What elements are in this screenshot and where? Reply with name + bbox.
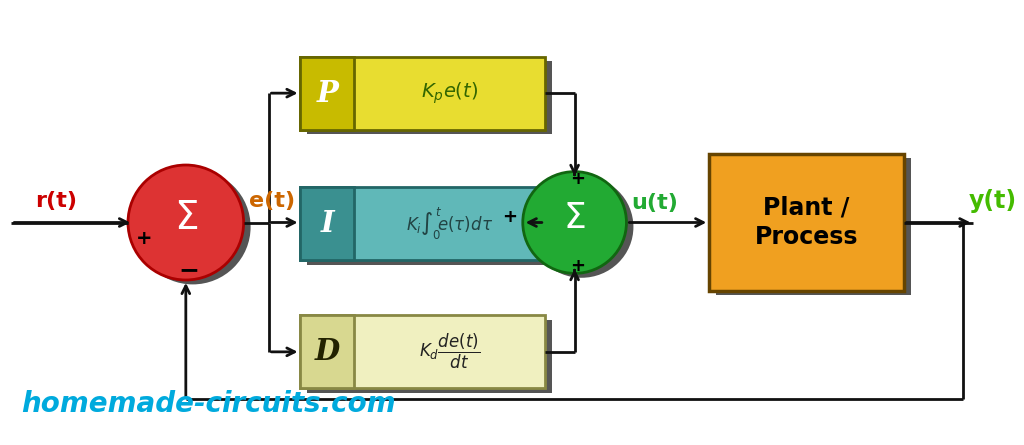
Text: $\Sigma$: $\Sigma$: [174, 199, 198, 237]
FancyBboxPatch shape: [307, 191, 552, 264]
FancyBboxPatch shape: [307, 61, 552, 134]
Text: D: D: [314, 337, 340, 366]
Text: +: +: [503, 208, 517, 227]
FancyBboxPatch shape: [307, 320, 552, 393]
Ellipse shape: [128, 165, 244, 280]
FancyBboxPatch shape: [300, 316, 354, 388]
Text: Plant /
Process: Plant / Process: [755, 196, 858, 249]
Text: $K_d\dfrac{de(t)}{dt}$: $K_d\dfrac{de(t)}{dt}$: [419, 332, 480, 372]
Text: I: I: [321, 209, 334, 238]
Text: homemade-circuits.com: homemade-circuits.com: [22, 390, 396, 418]
FancyBboxPatch shape: [300, 316, 545, 388]
Text: r(t): r(t): [35, 191, 77, 211]
Text: $K_i\int_0^t\!e(\tau)d\tau$: $K_i\int_0^t\!e(\tau)d\tau$: [406, 206, 493, 242]
Text: $\Sigma$: $\Sigma$: [563, 201, 586, 235]
Ellipse shape: [135, 170, 251, 284]
Text: −: −: [178, 258, 200, 282]
Text: +: +: [569, 170, 585, 188]
Text: +: +: [136, 229, 153, 248]
FancyBboxPatch shape: [716, 158, 910, 295]
Ellipse shape: [529, 176, 634, 278]
Text: y(t): y(t): [969, 189, 1017, 213]
FancyBboxPatch shape: [710, 154, 903, 291]
Text: $K_p e(t)$: $K_p e(t)$: [421, 81, 478, 106]
Ellipse shape: [523, 172, 627, 273]
Text: +: +: [569, 257, 585, 275]
FancyBboxPatch shape: [300, 57, 545, 129]
Text: u(t): u(t): [632, 193, 678, 213]
FancyBboxPatch shape: [300, 187, 545, 260]
Text: P: P: [316, 79, 338, 108]
FancyBboxPatch shape: [300, 57, 354, 129]
Text: e(t): e(t): [249, 191, 295, 211]
FancyBboxPatch shape: [300, 187, 354, 260]
